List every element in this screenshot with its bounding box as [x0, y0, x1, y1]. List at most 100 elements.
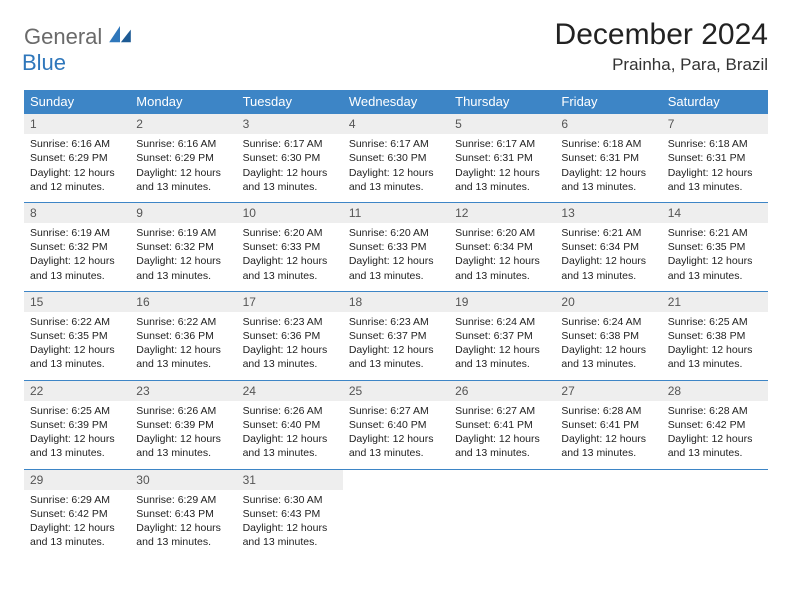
daylight-line-1: Daylight: 12 hours	[561, 432, 655, 446]
calendar-day-cell: 1Sunrise: 6:16 AMSunset: 6:29 PMDaylight…	[24, 114, 130, 203]
calendar-day-cell: 10Sunrise: 6:20 AMSunset: 6:33 PMDayligh…	[237, 202, 343, 291]
sunset-line: Sunset: 6:30 PM	[349, 151, 443, 165]
day-body: Sunrise: 6:23 AMSunset: 6:37 PMDaylight:…	[343, 312, 449, 380]
sunset-line: Sunset: 6:32 PM	[30, 240, 124, 254]
daylight-line-2: and 12 minutes.	[30, 180, 124, 194]
sunrise-line: Sunrise: 6:16 AM	[136, 137, 230, 151]
daylight-line-1: Daylight: 12 hours	[349, 432, 443, 446]
daylight-line-2: and 13 minutes.	[455, 446, 549, 460]
calendar-day-cell: 29Sunrise: 6:29 AMSunset: 6:42 PMDayligh…	[24, 469, 130, 557]
daylight-line-2: and 13 minutes.	[561, 357, 655, 371]
day-number: 10	[237, 203, 343, 223]
daylight-line-2: and 13 minutes.	[668, 357, 762, 371]
sunset-line: Sunset: 6:31 PM	[668, 151, 762, 165]
sunrise-line: Sunrise: 6:28 AM	[668, 404, 762, 418]
day-number: 15	[24, 292, 130, 312]
daylight-line-2: and 13 minutes.	[455, 269, 549, 283]
day-number: 27	[555, 381, 661, 401]
day-number: 5	[449, 114, 555, 134]
calendar-document: General Blue December 2024 Prainha, Para…	[0, 0, 792, 612]
sunset-line: Sunset: 6:34 PM	[455, 240, 549, 254]
daylight-line-1: Daylight: 12 hours	[349, 166, 443, 180]
sunrise-line: Sunrise: 6:20 AM	[455, 226, 549, 240]
sunrise-line: Sunrise: 6:18 AM	[561, 137, 655, 151]
sunrise-line: Sunrise: 6:17 AM	[455, 137, 549, 151]
daylight-line-2: and 13 minutes.	[243, 269, 337, 283]
calendar-day-cell	[555, 469, 661, 557]
sunrise-line: Sunrise: 6:26 AM	[136, 404, 230, 418]
sunrise-line: Sunrise: 6:21 AM	[668, 226, 762, 240]
calendar-day-cell: 14Sunrise: 6:21 AMSunset: 6:35 PMDayligh…	[662, 202, 768, 291]
day-number: 21	[662, 292, 768, 312]
sunset-line: Sunset: 6:40 PM	[243, 418, 337, 432]
calendar-day-cell: 13Sunrise: 6:21 AMSunset: 6:34 PMDayligh…	[555, 202, 661, 291]
calendar-day-cell: 26Sunrise: 6:27 AMSunset: 6:41 PMDayligh…	[449, 380, 555, 469]
day-number: 12	[449, 203, 555, 223]
calendar-day-cell: 21Sunrise: 6:25 AMSunset: 6:38 PMDayligh…	[662, 291, 768, 380]
day-body: Sunrise: 6:16 AMSunset: 6:29 PMDaylight:…	[24, 134, 130, 202]
sunset-line: Sunset: 6:32 PM	[136, 240, 230, 254]
sunrise-line: Sunrise: 6:17 AM	[243, 137, 337, 151]
calendar-day-cell: 15Sunrise: 6:22 AMSunset: 6:35 PMDayligh…	[24, 291, 130, 380]
calendar-week-row: 29Sunrise: 6:29 AMSunset: 6:42 PMDayligh…	[24, 469, 768, 557]
day-body: Sunrise: 6:19 AMSunset: 6:32 PMDaylight:…	[24, 223, 130, 291]
daylight-line-2: and 13 minutes.	[668, 180, 762, 194]
calendar-day-cell: 2Sunrise: 6:16 AMSunset: 6:29 PMDaylight…	[130, 114, 236, 203]
day-body: Sunrise: 6:22 AMSunset: 6:35 PMDaylight:…	[24, 312, 130, 380]
daylight-line-1: Daylight: 12 hours	[668, 432, 762, 446]
sunrise-line: Sunrise: 6:27 AM	[349, 404, 443, 418]
sunrise-line: Sunrise: 6:25 AM	[668, 315, 762, 329]
day-body: Sunrise: 6:24 AMSunset: 6:37 PMDaylight:…	[449, 312, 555, 380]
sunset-line: Sunset: 6:33 PM	[349, 240, 443, 254]
sunset-line: Sunset: 6:43 PM	[136, 507, 230, 521]
day-number: 25	[343, 381, 449, 401]
title-block: December 2024 Prainha, Para, Brazil	[555, 18, 768, 75]
daylight-line-1: Daylight: 12 hours	[243, 254, 337, 268]
day-number: 8	[24, 203, 130, 223]
daylight-line-1: Daylight: 12 hours	[30, 254, 124, 268]
day-number: 11	[343, 203, 449, 223]
day-body: Sunrise: 6:23 AMSunset: 6:36 PMDaylight:…	[237, 312, 343, 380]
daylight-line-1: Daylight: 12 hours	[136, 343, 230, 357]
sunrise-line: Sunrise: 6:29 AM	[136, 493, 230, 507]
sunset-line: Sunset: 6:42 PM	[30, 507, 124, 521]
day-body: Sunrise: 6:26 AMSunset: 6:40 PMDaylight:…	[237, 401, 343, 469]
daylight-line-1: Daylight: 12 hours	[455, 432, 549, 446]
day-body: Sunrise: 6:29 AMSunset: 6:43 PMDaylight:…	[130, 490, 236, 558]
calendar-day-cell: 12Sunrise: 6:20 AMSunset: 6:34 PMDayligh…	[449, 202, 555, 291]
day-number: 14	[662, 203, 768, 223]
sunset-line: Sunset: 6:31 PM	[561, 151, 655, 165]
calendar-table: SundayMondayTuesdayWednesdayThursdayFrid…	[24, 90, 768, 557]
weekday-header: Sunday	[24, 90, 130, 114]
day-number: 22	[24, 381, 130, 401]
calendar-day-cell: 30Sunrise: 6:29 AMSunset: 6:43 PMDayligh…	[130, 469, 236, 557]
calendar-day-cell	[662, 469, 768, 557]
page-title: December 2024	[555, 18, 768, 51]
day-body: Sunrise: 6:25 AMSunset: 6:39 PMDaylight:…	[24, 401, 130, 469]
day-number: 4	[343, 114, 449, 134]
daylight-line-1: Daylight: 12 hours	[243, 432, 337, 446]
daylight-line-1: Daylight: 12 hours	[455, 166, 549, 180]
day-number: 24	[237, 381, 343, 401]
weekday-header: Saturday	[662, 90, 768, 114]
day-body: Sunrise: 6:20 AMSunset: 6:34 PMDaylight:…	[449, 223, 555, 291]
daylight-line-1: Daylight: 12 hours	[243, 343, 337, 357]
day-body: Sunrise: 6:28 AMSunset: 6:41 PMDaylight:…	[555, 401, 661, 469]
day-body: Sunrise: 6:17 AMSunset: 6:31 PMDaylight:…	[449, 134, 555, 202]
sunset-line: Sunset: 6:39 PM	[30, 418, 124, 432]
calendar-day-cell	[343, 469, 449, 557]
day-body: Sunrise: 6:17 AMSunset: 6:30 PMDaylight:…	[237, 134, 343, 202]
daylight-line-2: and 13 minutes.	[349, 357, 443, 371]
calendar-day-cell: 11Sunrise: 6:20 AMSunset: 6:33 PMDayligh…	[343, 202, 449, 291]
daylight-line-1: Daylight: 12 hours	[668, 254, 762, 268]
weekday-header: Monday	[130, 90, 236, 114]
day-number: 2	[130, 114, 236, 134]
logo-text-general: General	[24, 24, 102, 49]
day-number: 30	[130, 470, 236, 490]
calendar-day-cell: 19Sunrise: 6:24 AMSunset: 6:37 PMDayligh…	[449, 291, 555, 380]
sunrise-line: Sunrise: 6:22 AM	[136, 315, 230, 329]
calendar-day-cell: 27Sunrise: 6:28 AMSunset: 6:41 PMDayligh…	[555, 380, 661, 469]
daylight-line-1: Daylight: 12 hours	[30, 343, 124, 357]
day-body: Sunrise: 6:20 AMSunset: 6:33 PMDaylight:…	[237, 223, 343, 291]
calendar-head: SundayMondayTuesdayWednesdayThursdayFrid…	[24, 90, 768, 114]
